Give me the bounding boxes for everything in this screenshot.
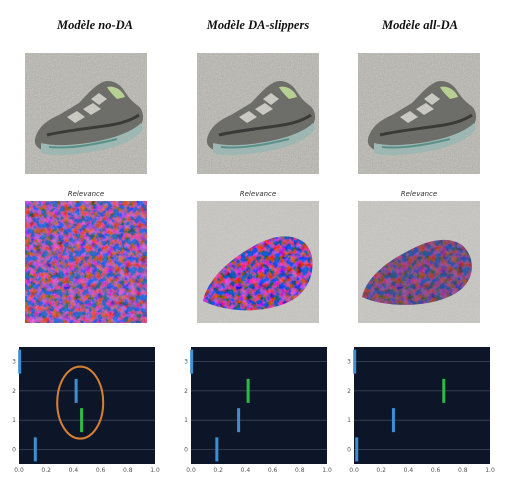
y-tick-label: 0	[184, 446, 188, 453]
chart-all-da: 0 1 2 3 0.0 0.2 0.4 0.6 0.8 1.0	[347, 347, 495, 474]
data-point	[18, 349, 22, 374]
x-tick-label: 1.0	[150, 467, 160, 474]
x-tick-label: 0.2	[376, 467, 386, 474]
chart-da-slippers: 0 1 2 3 0.0 0.2 0.4 0.6 0.8 1.0	[184, 347, 332, 474]
x-tick-label: 0.0	[14, 467, 24, 474]
x-tick-label: 0.6	[96, 467, 106, 474]
relevance-map-all-da	[358, 201, 480, 323]
data-point	[215, 437, 219, 462]
x-tick-label: 0.0	[186, 467, 196, 474]
plot-area	[19, 347, 155, 464]
x-tick-label: 0.8	[458, 467, 468, 474]
x-tick-label: 0.6	[268, 467, 278, 474]
x-tick-label: 0.8	[295, 467, 305, 474]
y-tick-label: 3	[184, 359, 188, 366]
data-point	[391, 408, 395, 433]
x-tick-label: 0.6	[431, 467, 441, 474]
panel-title-no-da: Modèle no-DA	[56, 18, 134, 32]
data-point	[353, 349, 357, 374]
highlight-ellipse	[56, 365, 105, 440]
relevance-map-no-da	[25, 201, 147, 323]
y-tick-label: 0	[347, 446, 351, 453]
x-tick-label: 0.8	[123, 467, 133, 474]
x-tick-label: 0.2	[213, 467, 223, 474]
y-tick-label: 2	[12, 388, 16, 395]
input-image-da-slippers	[197, 53, 319, 174]
y-tick-label: 2	[184, 388, 188, 395]
relevance-label-all-da: Relevance	[400, 190, 438, 198]
data-point	[355, 437, 359, 462]
data-point	[33, 437, 37, 462]
x-tick-label: 0.4	[241, 467, 251, 474]
x-tick-label: 0.0	[349, 467, 359, 474]
relevance-label-no-da: Relevance	[67, 190, 105, 198]
y-tick-label: 1	[184, 417, 188, 424]
x-tick-label: 1.0	[322, 467, 332, 474]
data-point	[74, 378, 78, 403]
panel-title-all-da: Modèle all-DA	[381, 18, 459, 32]
data-point	[442, 378, 446, 403]
data-point	[190, 349, 194, 374]
y-tick-label: 2	[347, 388, 351, 395]
chart-no-da: 0 1 2 3 0.0 0.2 0.4 0.6 0.8 1.0	[12, 347, 160, 474]
y-tick-label: 3	[12, 359, 16, 366]
y-tick-label: 0	[12, 446, 16, 453]
y-tick-label: 3	[347, 359, 351, 366]
data-point	[80, 408, 84, 433]
x-tick-label: 0.4	[69, 467, 79, 474]
y-tick-label: 1	[347, 417, 351, 424]
plot-area	[191, 347, 327, 464]
plot-area	[354, 347, 490, 464]
relevance-map-da-slippers	[197, 201, 319, 323]
relevance-label-da-slippers: Relevance	[239, 190, 277, 198]
input-image-all-da	[358, 53, 480, 174]
input-image-no-da	[25, 53, 147, 174]
x-tick-label: 0.4	[404, 467, 414, 474]
x-tick-label: 0.2	[41, 467, 51, 474]
y-tick-label: 1	[12, 417, 16, 424]
x-tick-label: 1.0	[485, 467, 495, 474]
data-point	[237, 408, 241, 433]
panel-title-da-slippers: Modèle DA-slippers	[206, 18, 310, 32]
data-point	[246, 378, 250, 403]
